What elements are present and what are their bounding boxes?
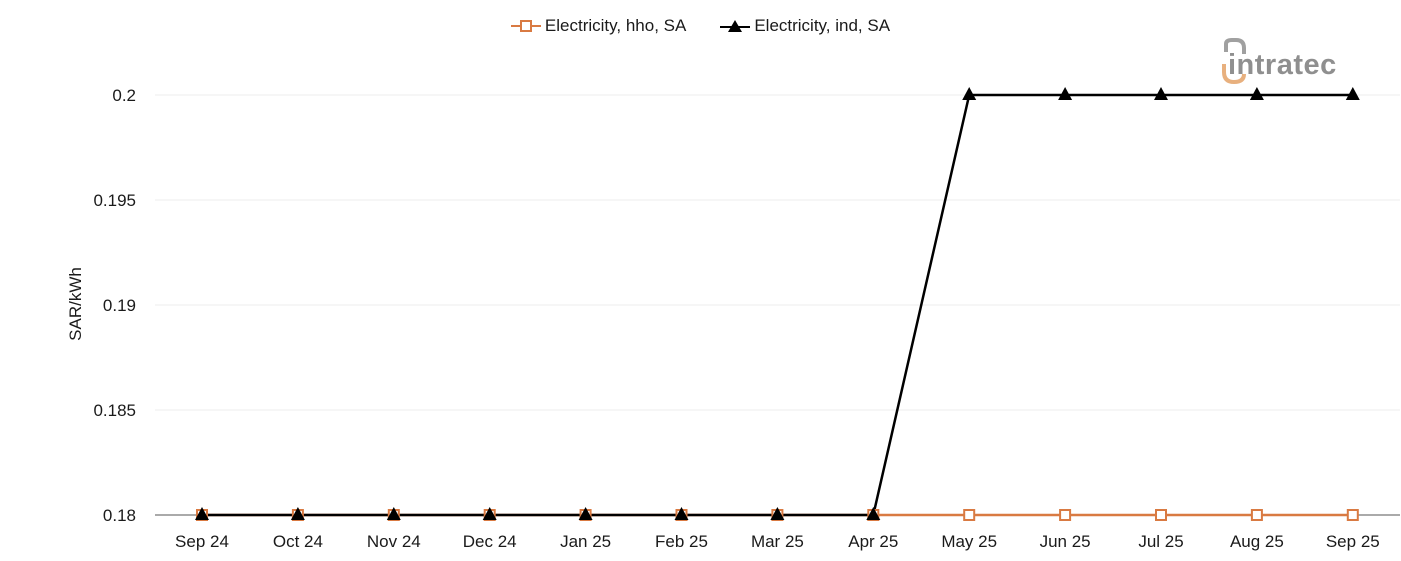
- svg-text:intratec: intratec: [1228, 49, 1337, 81]
- x-tick-label: Sep 25: [1326, 532, 1380, 551]
- x-tick-label: Aug 25: [1230, 532, 1284, 551]
- filled-triangle-marker-icon[interactable]: [674, 507, 689, 520]
- y-tick-label: 0.195: [93, 191, 136, 210]
- x-tick-label: Jun 25: [1040, 532, 1091, 551]
- filled-triangle-marker-icon[interactable]: [1058, 87, 1073, 100]
- filled-triangle-marker-icon[interactable]: [962, 87, 977, 100]
- chart-legend: Electricity, hho, SA Electricity, ind, S…: [0, 16, 1401, 36]
- filled-triangle-marker-icon[interactable]: [290, 507, 305, 520]
- hollow-square-marker-icon[interactable]: [1250, 509, 1263, 521]
- hollow-square-marker-icon: [510, 20, 541, 32]
- x-tick-label: Mar 25: [751, 532, 804, 551]
- filled-triangle-marker-icon[interactable]: [386, 507, 401, 520]
- filled-triangle-marker-icon[interactable]: [1249, 87, 1264, 100]
- hollow-square-marker-icon[interactable]: [963, 509, 976, 521]
- legend-label-ind: Electricity, ind, SA: [754, 16, 891, 35]
- filled-triangle-marker-icon[interactable]: [866, 507, 881, 520]
- y-tick-label: 0.2: [112, 86, 136, 105]
- y-tick-label: 0.19: [103, 296, 136, 315]
- y-tick-label: 0.185: [93, 401, 136, 420]
- legend-item-ind[interactable]: Electricity, ind, SA: [720, 16, 890, 36]
- filled-triangle-marker-icon[interactable]: [482, 507, 497, 520]
- legend-label-hho: Electricity, hho, SA: [544, 16, 687, 35]
- x-tick-label: Jul 25: [1138, 532, 1183, 551]
- logo-icon: intratec: [1222, 38, 1337, 85]
- x-tick-label: Dec 24: [463, 532, 517, 551]
- x-tick-label: Nov 24: [367, 532, 421, 551]
- y-axis-ticks: 0.18 0.185 0.19 0.195 0.2: [93, 86, 136, 525]
- x-tick-label: Jan 25: [560, 532, 611, 551]
- x-tick-label: Sep 24: [175, 532, 229, 551]
- hollow-square-marker-icon[interactable]: [1346, 509, 1359, 521]
- series-lines: [195, 87, 1360, 521]
- x-tick-label: Feb 25: [655, 532, 708, 551]
- y-axis-label: SAR/kWh: [66, 267, 85, 341]
- gridlines: [155, 94, 1400, 516]
- legend-item-hho[interactable]: Electricity, hho, SA: [510, 16, 687, 36]
- x-tick-label: May 25: [941, 532, 997, 551]
- filled-triangle-marker-icon[interactable]: [1154, 87, 1168, 100]
- hollow-square-marker-icon[interactable]: [1155, 509, 1167, 521]
- filled-triangle-marker-icon: [720, 20, 751, 32]
- y-tick-label: 0.18: [103, 506, 136, 525]
- filled-triangle-marker-icon[interactable]: [578, 507, 593, 520]
- x-tick-label: Apr 25: [848, 532, 898, 551]
- x-axis-ticks: Sep 24 Oct 24 Nov 24 Dec 24 Jan 25 Feb 25 Mar …: [175, 532, 1380, 551]
- filled-triangle-marker-icon[interactable]: [1345, 87, 1360, 100]
- filled-triangle-marker-icon[interactable]: [770, 507, 785, 520]
- filled-triangle-marker-icon[interactable]: [195, 507, 209, 520]
- hollow-square-marker-icon[interactable]: [1059, 509, 1072, 521]
- x-tick-label: Oct 24: [273, 532, 323, 551]
